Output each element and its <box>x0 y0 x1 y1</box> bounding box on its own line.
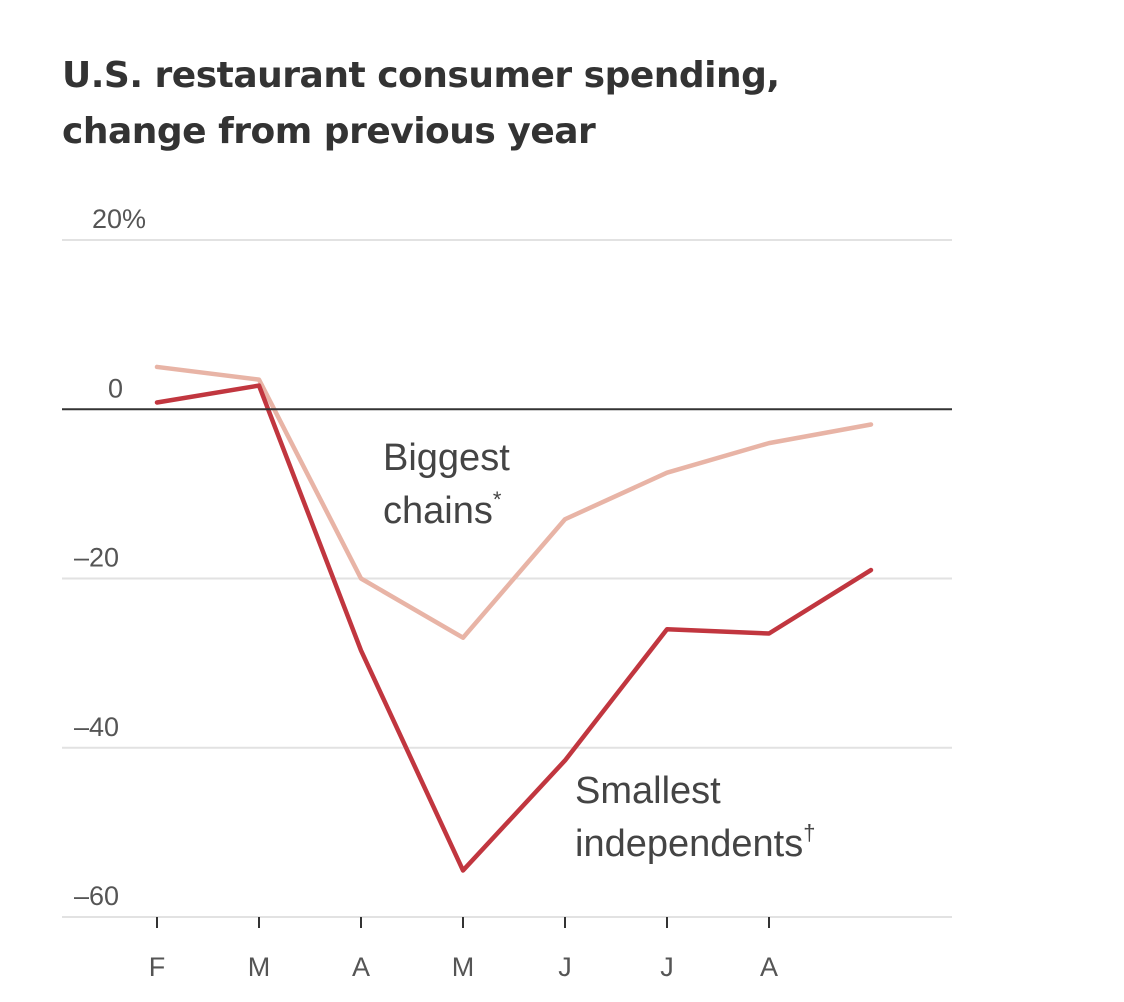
chart-title-line-2: change from previous year <box>62 111 596 152</box>
x-tick-label: A <box>760 952 778 982</box>
series-lines <box>62 364 952 873</box>
y-tick-label: 20% <box>92 204 146 234</box>
y-tick-label: 0 <box>108 373 123 403</box>
y-tick-label: –40 <box>74 712 119 742</box>
gridlines <box>62 239 952 918</box>
x-tick-label: A <box>352 952 370 982</box>
y-tick-label: –60 <box>74 881 119 911</box>
biggest-chains-label-line-1: Biggest <box>383 437 510 479</box>
x-tick-label: M <box>452 952 475 982</box>
smallest-independents-label-line-2: independents† <box>575 820 815 865</box>
series-labels: Biggest chains* Smallest independents† <box>383 437 815 865</box>
x-tick-label: J <box>558 952 572 982</box>
smallest-independents-line <box>154 383 874 873</box>
x-tick-label: F <box>149 952 166 982</box>
y-axis-tick-labels: 20% 0 –20 –40 –60 <box>74 204 146 911</box>
x-tick-label: M <box>248 952 271 982</box>
biggest-chains-label-line-2: chains* <box>383 487 502 532</box>
x-tick-label: J <box>660 952 674 982</box>
chart-title-line-1: U.S. restaurant consumer spending, <box>62 55 780 96</box>
smallest-independents-footnote-mark: † <box>803 820 815 845</box>
biggest-chains-footnote-mark: * <box>493 487 502 512</box>
biggest-chains-line <box>154 364 874 640</box>
smallest-independents-label-line-1: Smallest <box>575 770 721 812</box>
y-tick-label: –20 <box>74 543 119 573</box>
chart-title: U.S. restaurant consumer spending, chang… <box>62 48 962 160</box>
